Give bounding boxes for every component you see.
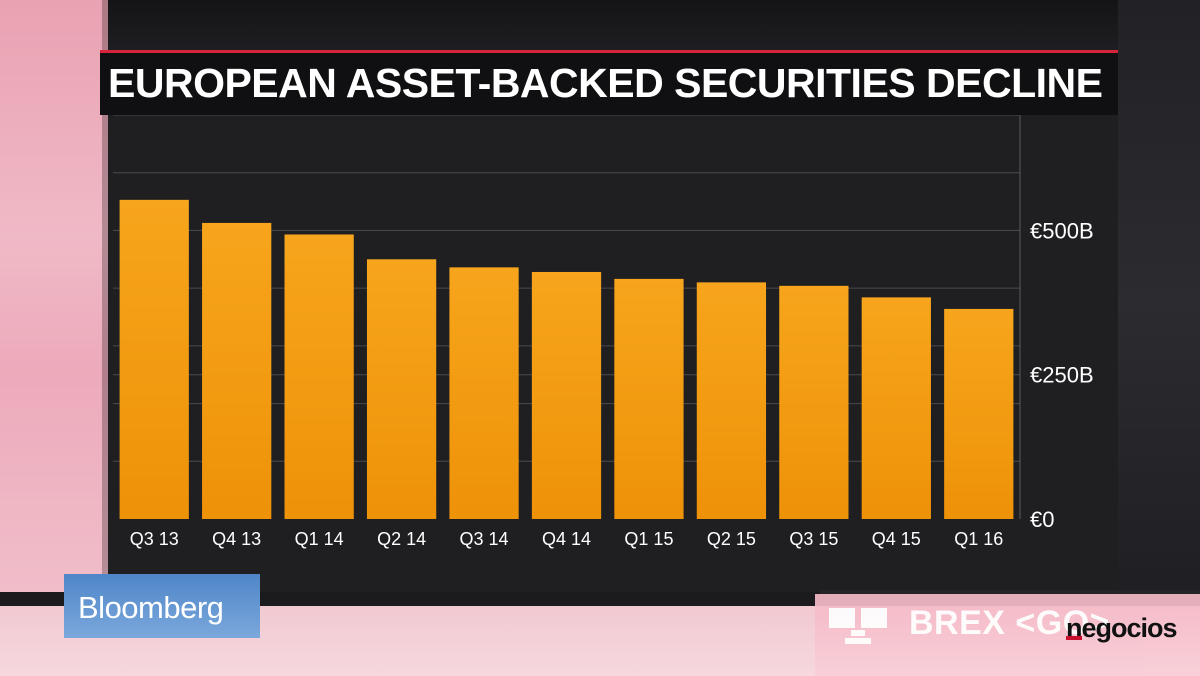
chart-area: Q3 13 Q4 13 Q1 14 Q2 14 Q3 14 Q4 14 Q1 15 Q2 15… xyxy=(108,115,1118,593)
x-tick-label: Q4 14 xyxy=(542,529,591,549)
bar-q2-14 xyxy=(366,259,437,519)
x-tick-label: Q1 15 xyxy=(624,529,673,549)
bar-q1-15 xyxy=(614,278,684,519)
bar-q1-14 xyxy=(284,234,354,519)
x-tick-label: Q4 15 xyxy=(872,529,921,549)
x-tick-label: Q4 13 xyxy=(212,529,261,549)
bloomberg-terminal-icon xyxy=(829,608,887,644)
bloomberg-logo: Bloomberg xyxy=(64,574,260,638)
negocios-watermark: negocios xyxy=(1066,613,1178,643)
bar-q4-13 xyxy=(202,222,272,519)
bar-chart: Q3 13 Q4 13 Q1 14 Q2 14 Q3 14 Q4 14 Q1 15 Q2 15… xyxy=(113,115,1094,549)
bloomberg-logo-text: Bloomberg xyxy=(78,590,224,625)
studio-backdrop-left xyxy=(0,0,108,676)
ticker-command-text: BREX <GO> xyxy=(909,604,1111,642)
bar-q3-13 xyxy=(119,199,189,519)
x-tick-label: Q1 14 xyxy=(295,529,344,549)
bar-q2-15 xyxy=(696,282,767,519)
x-tick-label: Q1 16 xyxy=(954,529,1003,549)
x-tick-label: Q2 14 xyxy=(377,529,426,549)
studio-backdrop-top xyxy=(108,0,1118,50)
y-tick-label: €500B xyxy=(1030,218,1094,243)
x-tick-label: Q2 15 xyxy=(707,529,756,549)
y-tick-label: €250B xyxy=(1030,363,1094,388)
x-tick-label: Q3 13 xyxy=(130,529,179,549)
x-tick-label: Q3 15 xyxy=(789,529,838,549)
studio-backdrop-right xyxy=(1118,0,1200,676)
ticker-command-box: BREX <GO> xyxy=(815,594,1200,676)
x-tick-label: Q3 14 xyxy=(460,529,509,549)
chart-title: EUROPEAN ASSET-BACKED SECURITIES DECLINE xyxy=(108,60,1103,106)
negocios-watermark-mark xyxy=(1066,636,1082,640)
chart-title-bar: EUROPEAN ASSET-BACKED SECURITIES DECLINE xyxy=(100,50,1118,115)
bar-q1-16 xyxy=(944,308,1014,519)
bar-q3-14 xyxy=(449,267,519,519)
y-tick-label: €0 xyxy=(1030,507,1054,532)
bar-q4-15 xyxy=(861,297,931,519)
bar-q3-15 xyxy=(779,285,849,519)
bar-q4-14 xyxy=(531,271,602,519)
